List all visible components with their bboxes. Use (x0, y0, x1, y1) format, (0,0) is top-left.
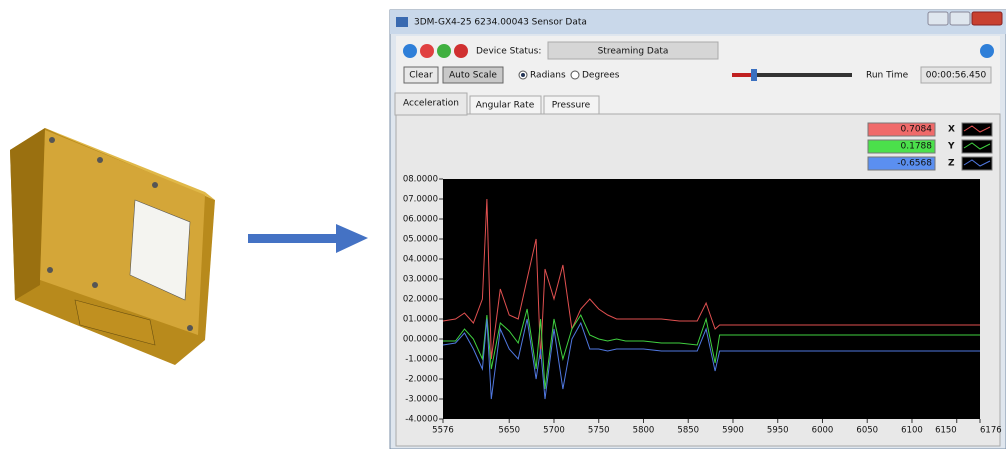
x-tick-label: 6050 (856, 426, 878, 436)
tab-label: Angular Rate (476, 101, 535, 111)
resume-button[interactable] (437, 44, 451, 58)
legend-name: X (948, 125, 955, 135)
degrees-label: Degrees (582, 71, 620, 81)
legend-value: 0.1788 (901, 142, 933, 152)
sensor-image (10, 128, 215, 365)
x-tick-label: 5650 (498, 426, 520, 436)
x-tick-label: 5576 (432, 426, 454, 436)
x-tick-label: 5850 (677, 426, 699, 436)
tab-label: Acceleration (403, 99, 459, 109)
y-tick-label: 06.0000 (403, 215, 438, 225)
y-tick-label: 03.0000 (403, 275, 438, 285)
y-tick-label: 04.0000 (403, 255, 438, 265)
legend-name: Y (947, 142, 955, 152)
x-tick-label: 6150 (935, 426, 957, 436)
radians-label: Radians (530, 71, 566, 81)
y-tick-label: 00.0000 (403, 335, 438, 345)
x-tick-label: 6176 (980, 426, 1002, 436)
y-tick-label: -2.0000 (405, 375, 438, 385)
y-tick-label: 08.0000 (403, 175, 438, 185)
y-tick-label: 02.0000 (403, 295, 438, 305)
x-tick-label: 5750 (588, 426, 610, 436)
device-status: Streaming Data (598, 47, 669, 57)
device-status-label: Device Status: (476, 47, 541, 57)
app-window: 3DM-GX4-25 6234.00043 Sensor Data Device… (390, 10, 1006, 449)
run-time: 00:00:56.450 (926, 71, 987, 81)
close-button[interactable] (972, 12, 1002, 25)
page: 3DM-GX4-25 6234.00043 Sensor Data Device… (0, 0, 1006, 449)
legend-value: -0.6568 (897, 159, 932, 169)
clear-label: Clear (409, 71, 433, 81)
legend-value: 0.7084 (901, 125, 933, 135)
window-title: 3DM-GX4-25 6234.00043 Sensor Data (414, 18, 587, 28)
y-tick-label: -3.0000 (405, 395, 438, 405)
y-tick-label: 01.0000 (403, 315, 438, 325)
plot-area (443, 179, 980, 419)
legend-name: Z (948, 159, 955, 169)
x-tick-label: 5800 (633, 426, 655, 436)
help-button[interactable] (980, 44, 994, 58)
run-time-label: Run Time (866, 71, 909, 81)
y-tick-label: 07.0000 (403, 195, 438, 205)
degrees-radio[interactable] (571, 71, 579, 79)
record-button[interactable] (454, 44, 468, 58)
stop-button[interactable] (420, 44, 434, 58)
x-tick-label: 5700 (543, 426, 565, 436)
x-tick-label: 5900 (722, 426, 744, 436)
maximize-button[interactable] (950, 12, 970, 25)
play-button[interactable] (403, 44, 417, 58)
y-tick-label: 05.0000 (403, 235, 438, 245)
y-tick-label: -4.0000 (405, 415, 438, 425)
x-tick-label: 5950 (767, 426, 789, 436)
minimize-button[interactable] (928, 12, 948, 25)
arrow (248, 224, 368, 253)
tab-label: Pressure (552, 101, 591, 111)
x-tick-label: 6000 (812, 426, 834, 436)
auto-scale-label: Auto Scale (449, 71, 497, 81)
y-tick-label: -1.0000 (405, 355, 438, 365)
x-tick-label: 6100 (901, 426, 923, 436)
